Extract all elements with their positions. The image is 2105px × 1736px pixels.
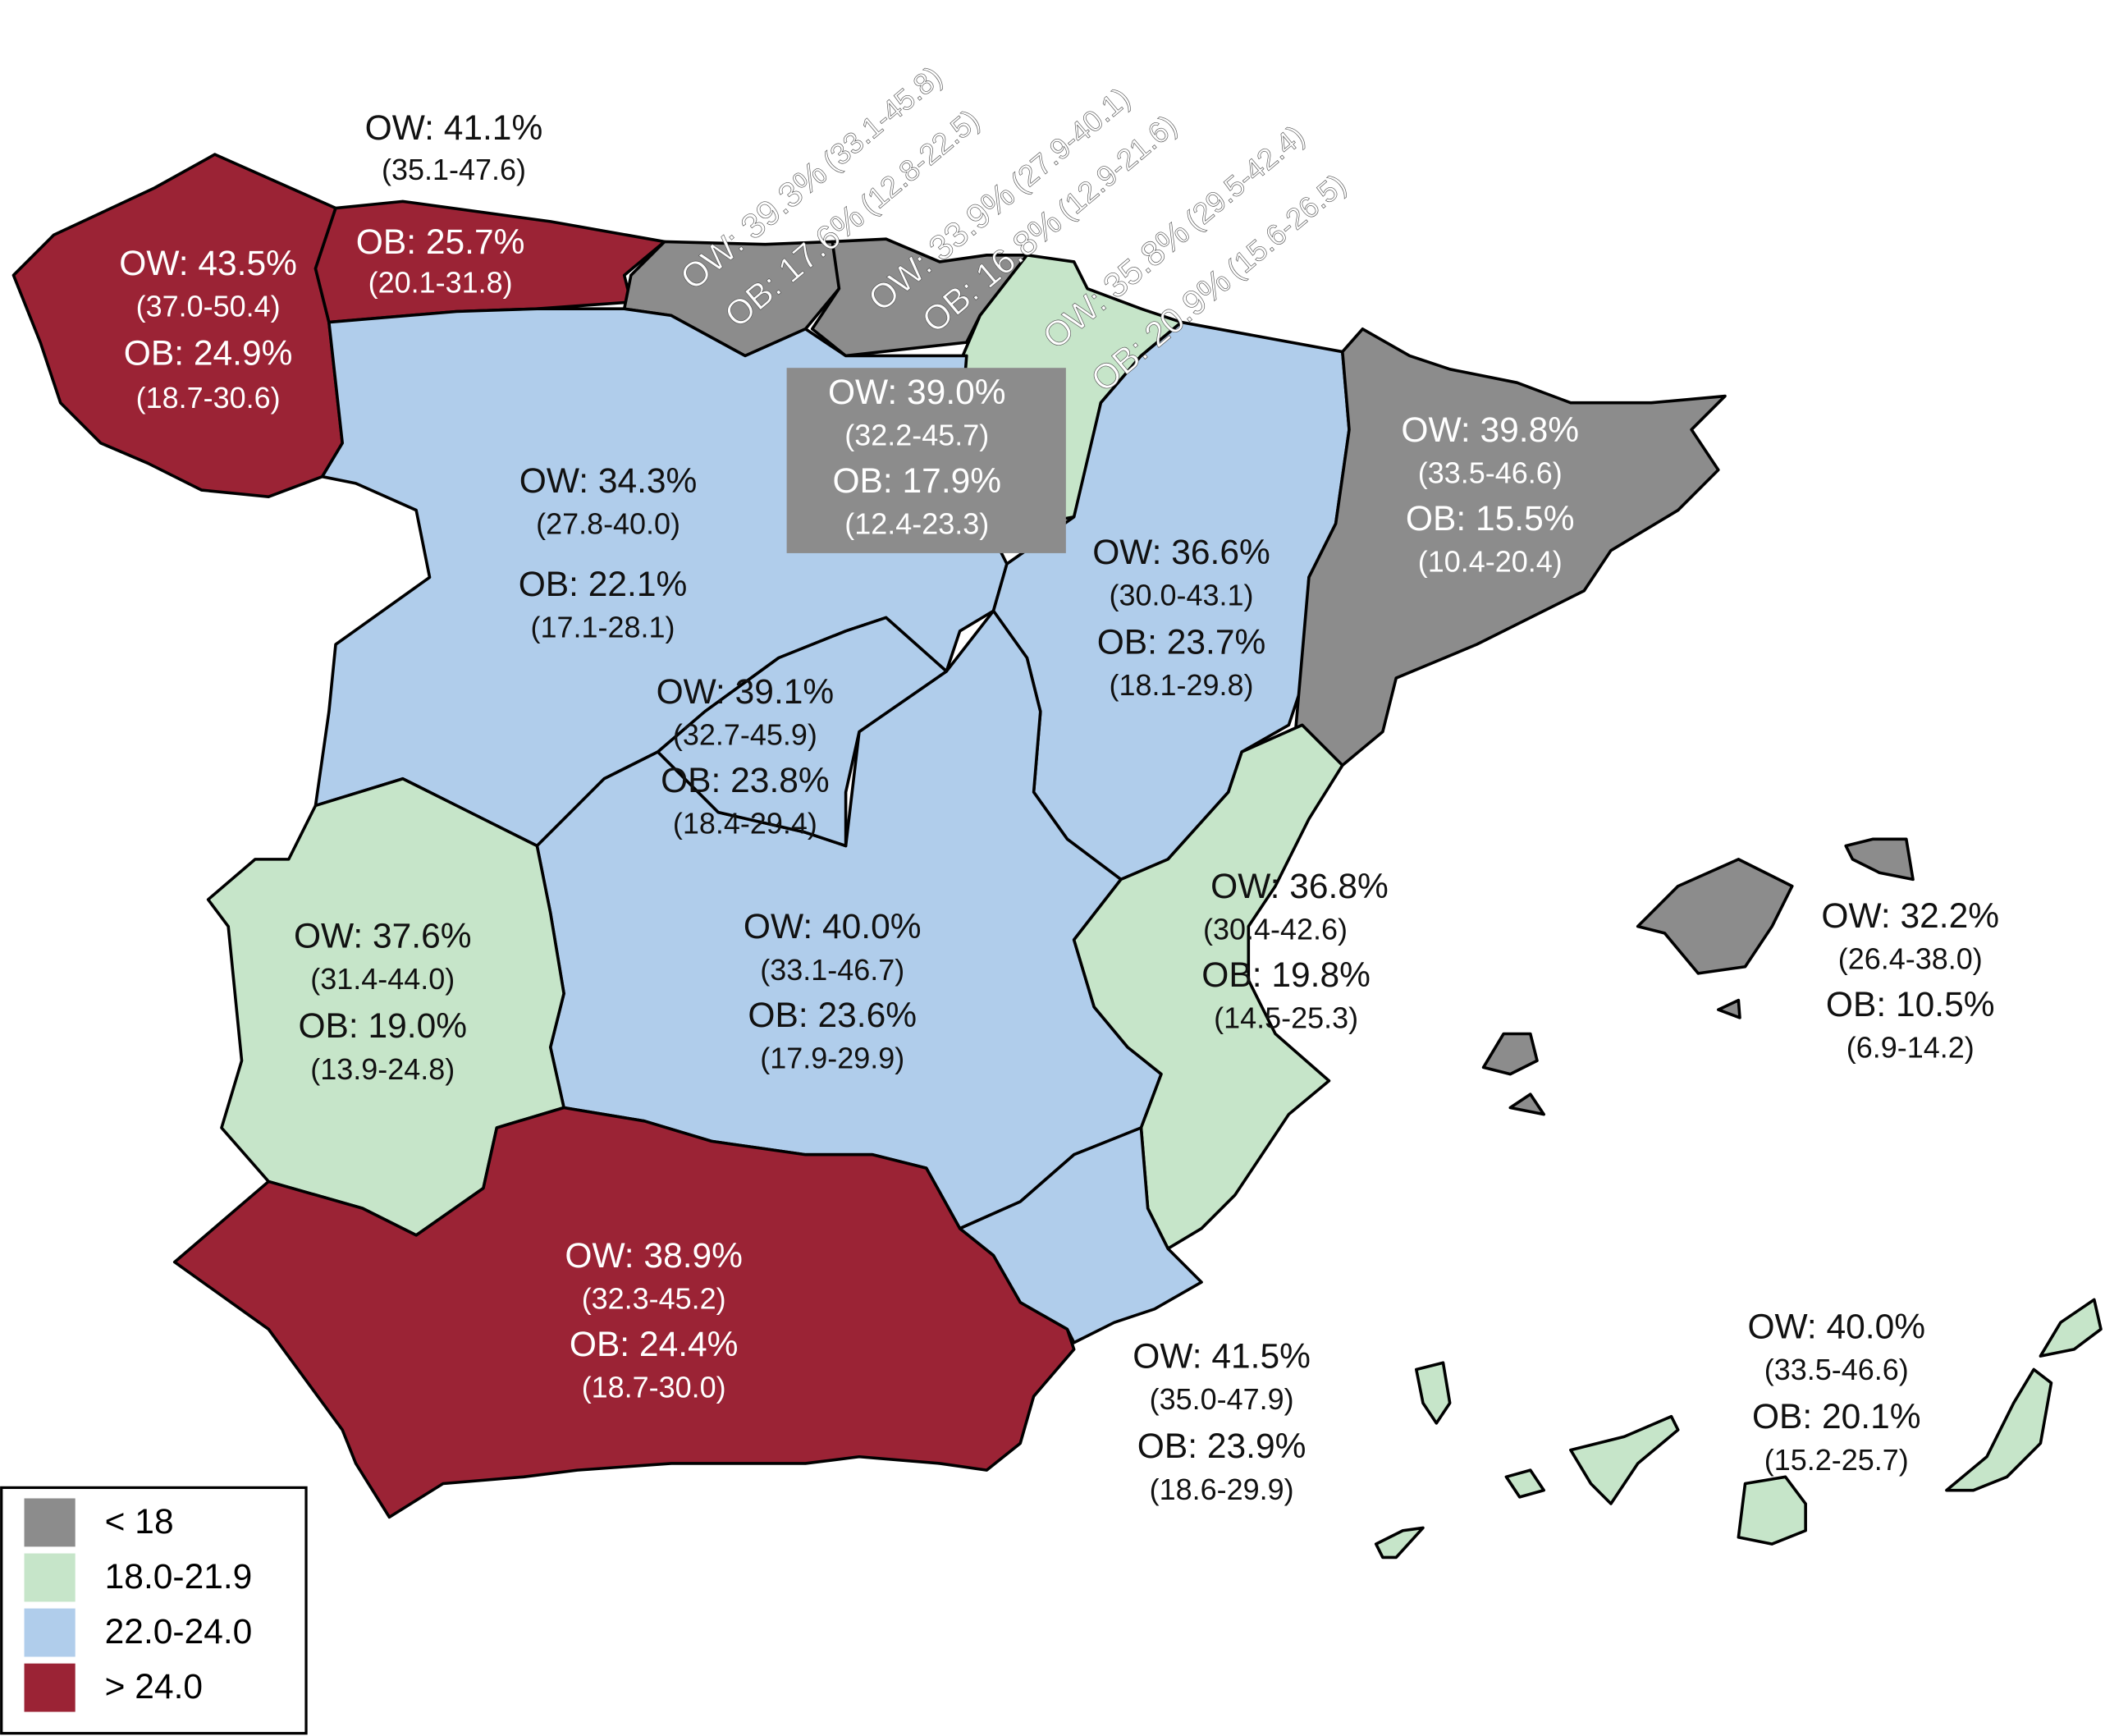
ow-ci-label: (32.2-45.7) — [844, 419, 989, 452]
ow-ci-label: (37.0-50.4) — [136, 290, 281, 323]
ob-ci-label: (17.9-29.9) — [760, 1042, 904, 1075]
ob-ci-label: (18.7-30.6) — [136, 381, 281, 415]
ob-ci-label: (18.1-29.8) — [1110, 668, 1254, 702]
region-shape — [958, 1126, 1203, 1344]
ow-label: OW: 36.8% — [1210, 868, 1389, 906]
ow-label: OW: 34.3% — [519, 462, 698, 501]
legend-swatch — [24, 1663, 76, 1712]
regions — [11, 153, 2103, 1560]
island — [1636, 858, 1794, 975]
ow-ci-label: (32.7-45.9) — [673, 718, 817, 752]
ob-label: OB: 24.9% — [124, 335, 293, 373]
ow-label: OW: 41.5% — [1133, 1338, 1311, 1376]
ow-ci-label: (26.4-38.0) — [1838, 942, 1983, 976]
label-box — [786, 368, 1066, 553]
ow-label: OW: 41.1% — [365, 109, 543, 148]
region-shape — [11, 153, 344, 499]
ob-ci-label: (15.2-25.7) — [1764, 1443, 1909, 1477]
legend-label: 18.0-21.9 — [105, 1558, 253, 1596]
ob-ci-label: (10.4-20.4) — [1418, 545, 1563, 579]
ob-ci-label: (20.1-31.8) — [368, 265, 513, 299]
ow-label: OW: 39.8% — [1401, 411, 1579, 450]
island — [1737, 1475, 1807, 1546]
ow-label: OW: 40.0% — [744, 908, 922, 946]
ob-ci-label: (17.1-28.1) — [531, 611, 675, 644]
island — [1569, 1414, 1680, 1505]
island — [1508, 1092, 1545, 1116]
legend-label: < 18 — [105, 1503, 174, 1541]
ob-ci-label: (6.9-14.2) — [1846, 1031, 1975, 1065]
ob-ci-label: (12.4-23.3) — [844, 507, 989, 541]
ow-ci-label: (30.4-42.6) — [1203, 913, 1348, 946]
island — [1481, 1032, 1539, 1076]
region-shape — [1293, 327, 1727, 767]
region-labels: OW: 43.5% (37.0-50.4) OB: 24.9% (18.7-30.6)… — [119, 58, 1999, 1506]
legend-label: 22.0-24.0 — [105, 1613, 253, 1651]
island — [2039, 1298, 2103, 1358]
ow-ci-label: (35.1-47.6) — [382, 153, 526, 186]
island — [1945, 1367, 2053, 1492]
ob-label: OB: 24.4% — [570, 1326, 739, 1364]
legend-swatch — [24, 1553, 76, 1602]
island — [1504, 1468, 1545, 1499]
legend: < 18 18.0-21.9 22.0-24.0 > 24.0 — [0, 1486, 308, 1735]
legend-label: > 24.0 — [105, 1668, 203, 1706]
ow-ci-label: (33.5-46.6) — [1764, 1353, 1909, 1386]
ow-ci-label: (31.4-44.0) — [310, 962, 455, 996]
island — [1717, 998, 1741, 1019]
ob-label: OB: 17.9% — [832, 462, 1001, 501]
ow-label: OW: 36.6% — [1092, 534, 1270, 572]
ob-label: OB: 19.0% — [298, 1007, 467, 1046]
legend-swatch — [24, 1498, 76, 1547]
ow-ci-label: (35.0-47.9) — [1150, 1382, 1294, 1416]
ow-ci-label: (33.5-46.6) — [1418, 456, 1563, 490]
ob-label: OB: 23.7% — [1097, 623, 1266, 662]
region-shape — [172, 1106, 1076, 1519]
ow-ci-label: (30.0-43.1) — [1110, 578, 1254, 611]
ob-ci-label: (18.4-29.4) — [673, 806, 817, 840]
island — [1844, 837, 1915, 882]
ow-label: OW: 38.9% — [565, 1237, 743, 1276]
ow-label: OW: 39.0% — [828, 373, 1006, 412]
ob-label: OB: 19.8% — [1201, 956, 1371, 995]
ob-label: OB: 22.1% — [519, 566, 688, 604]
ob-ci-label: (14.5-25.3) — [1214, 1001, 1358, 1035]
ob-ci-label: (18.7-30.0) — [582, 1370, 726, 1404]
ow-label: OW: 32.2% — [1821, 897, 1999, 936]
ob-label: OB: 23.6% — [748, 996, 917, 1035]
ow-ci-label: (33.1-46.7) — [760, 953, 904, 987]
ob-label: OB: 23.9% — [1137, 1427, 1306, 1466]
ow-label: OW: 39.1% — [657, 673, 835, 712]
ow-label: OW: 43.5% — [119, 245, 297, 283]
legend-swatch — [24, 1608, 76, 1657]
region-shape — [656, 616, 949, 848]
ob-label: OB: 10.5% — [1826, 986, 1995, 1024]
ob-label: OB: 25.7% — [356, 223, 525, 262]
ow-label: OW: 37.6% — [294, 918, 472, 956]
ow-label: OW: 40.0% — [1747, 1308, 1925, 1347]
ow-ci-label: (27.8-40.0) — [536, 507, 680, 541]
ob-ci-label: (18.6-29.9) — [1150, 1473, 1294, 1506]
region-shape — [313, 199, 666, 324]
ob-ci-label: (13.9-24.8) — [310, 1052, 455, 1086]
ob-label: OB: 15.5% — [1406, 500, 1575, 538]
island — [1374, 1526, 1425, 1560]
ob-label: OB: 20.1% — [1752, 1398, 1921, 1436]
island — [1414, 1361, 1452, 1425]
ob-label: OB: 23.8% — [661, 762, 830, 800]
ow-ci-label: (32.3-45.2) — [582, 1282, 726, 1316]
region-shape — [1072, 723, 1344, 1251]
